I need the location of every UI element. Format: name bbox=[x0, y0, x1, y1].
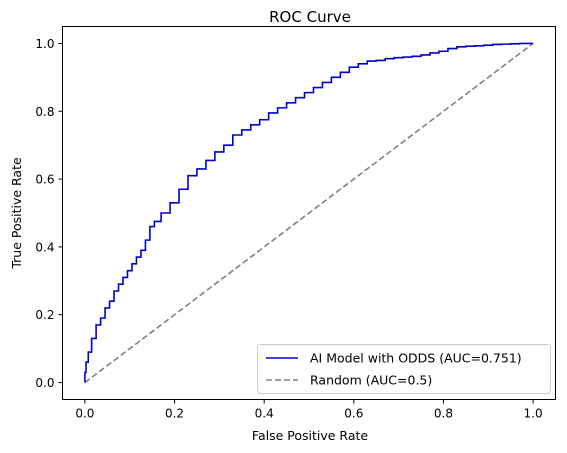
y-tick-label: 1.0 bbox=[35, 37, 54, 51]
x-axis-ticks: 0.0 0.2 0.4 0.6 0.8 1.0 bbox=[75, 399, 543, 421]
x-tick-label: 0.6 bbox=[344, 407, 363, 421]
series-line-random bbox=[84, 42, 534, 384]
y-tick-label: 0.0 bbox=[35, 376, 54, 390]
legend: AI Model with ODDS (AUC=0.751) Random (A… bbox=[257, 344, 551, 394]
x-tick-label: 0.8 bbox=[434, 407, 453, 421]
series-line-model bbox=[84, 42, 534, 383]
plot-frame bbox=[62, 26, 556, 400]
legend-label-random: Random (AUC=0.5) bbox=[310, 373, 432, 388]
x-tick-label: 0.4 bbox=[255, 407, 274, 421]
legend-label-model: AI Model with ODDS (AUC=0.751) bbox=[310, 351, 522, 366]
legend-box bbox=[257, 344, 551, 394]
x-tick-label: 1.0 bbox=[524, 407, 543, 421]
chart-title: ROC Curve bbox=[269, 8, 351, 26]
x-axis-label: False Positive Rate bbox=[252, 428, 368, 443]
x-tick-label: 0.2 bbox=[165, 407, 184, 421]
plot-area: 0.0 0.2 0.4 0.6 0.8 1.0 0.0 0.2 0.4 0.6 0.8 1.0 bbox=[35, 26, 556, 421]
y-axis-label: True Positive Rate bbox=[9, 157, 24, 270]
y-tick-label: 0.8 bbox=[35, 105, 54, 119]
y-tick-label: 0.2 bbox=[35, 308, 54, 322]
series-layer bbox=[84, 42, 534, 384]
y-tick-label: 0.6 bbox=[35, 173, 54, 187]
y-tick-label: 0.4 bbox=[35, 240, 54, 254]
x-tick-label: 0.0 bbox=[75, 407, 94, 421]
y-axis-ticks: 0.0 0.2 0.4 0.6 0.8 1.0 bbox=[35, 37, 63, 390]
